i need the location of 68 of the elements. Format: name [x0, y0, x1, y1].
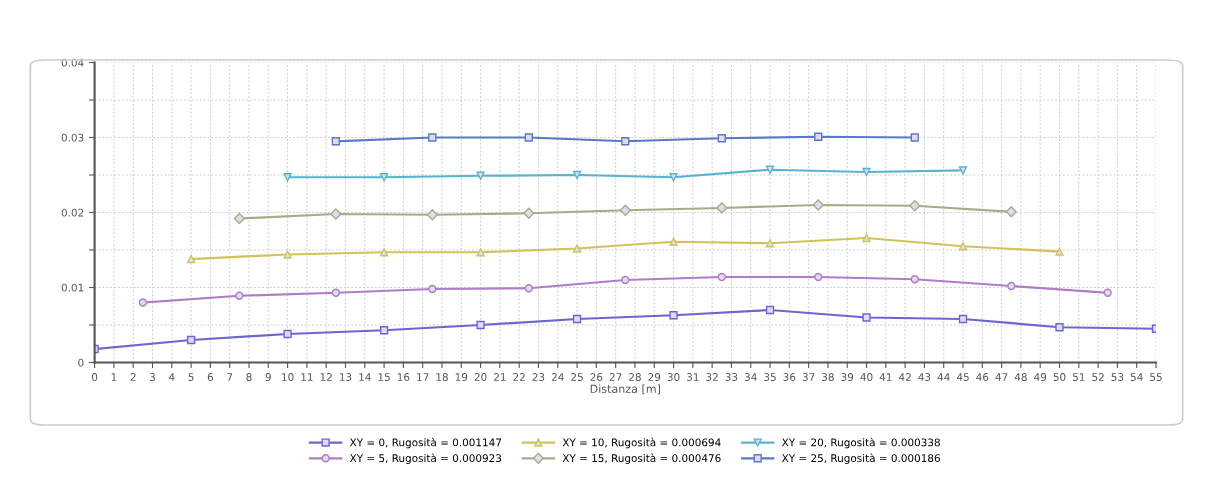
x-tick-label: 19	[455, 373, 468, 381]
x-tick-label: 12	[320, 373, 332, 381]
x-tick-label: 15	[378, 373, 390, 381]
x-tick-label: 29	[648, 373, 661, 381]
x-tick-label: 24	[551, 373, 564, 381]
legend-label: XY = 15, Rugosità = 0.000476	[562, 453, 721, 465]
x-tick-label: 16	[397, 373, 410, 381]
y-tick-label: 0.01	[61, 283, 84, 292]
x-tick-label: 26	[590, 373, 603, 381]
x-tick-label: 45	[956, 373, 969, 381]
x-tick-label: 18	[436, 373, 448, 381]
x-tick-label: 6	[207, 373, 214, 381]
x-tick-label: 55	[1150, 373, 1162, 381]
x-tick-label: 43	[918, 373, 931, 381]
x-tick-label: 34	[744, 373, 757, 381]
x-tick-label: 8	[246, 373, 252, 381]
x-tick-label: 25	[571, 373, 583, 381]
x-tick-label: 0	[91, 373, 98, 381]
x-tick-label: 51	[1072, 373, 1085, 381]
x-tick-label: 31	[687, 373, 699, 381]
x-tick-label: 11	[301, 373, 313, 381]
legend-label: XY = 10, Rugosità = 0.000694	[562, 437, 721, 449]
x-tick-label: 54	[1130, 373, 1143, 381]
x-tick-label: 14	[359, 373, 371, 381]
x-tick-label: 30	[667, 373, 680, 381]
legend-label: XY = 20, Rugosità = 0.000338	[781, 437, 940, 449]
x-tick-label: 50	[1053, 373, 1066, 381]
x-tick-label: 32	[706, 373, 718, 381]
x-tick-label: 35	[764, 373, 776, 381]
x-tick-label: 42	[899, 373, 911, 381]
x-tick-label: 21	[494, 373, 506, 381]
x-tick-label: 49	[1034, 373, 1047, 381]
x-tick-label: 53	[1111, 373, 1124, 381]
x-tick-label: 10	[282, 373, 294, 381]
x-tick-label: 27	[609, 373, 622, 381]
x-tick-label: 23	[532, 373, 545, 381]
x-tick-label: 40	[860, 373, 873, 381]
y-tick-label: 0.02	[61, 208, 84, 217]
x-axis-title: Distanza [m]	[590, 384, 660, 395]
x-tick-label: 13	[340, 373, 352, 381]
x-tick-label: 33	[725, 373, 738, 381]
legend-label: XY = 25, Rugosità = 0.000186	[781, 453, 940, 465]
x-tick-label: 2	[130, 373, 136, 381]
x-tick-label: 41	[879, 373, 892, 381]
x-tick-label: 28	[629, 373, 641, 381]
x-tick-label: 48	[1014, 373, 1027, 381]
x-tick-label: 20	[474, 373, 487, 381]
x-tick-label: 39	[841, 373, 854, 381]
x-tick-label: 37	[802, 373, 815, 381]
x-tick-label: 9	[265, 373, 271, 381]
x-tick-label: 46	[976, 373, 989, 381]
x-tick-label: 7	[227, 373, 233, 381]
x-tick-label: 44	[937, 373, 950, 381]
y-tick-label: 0	[78, 358, 84, 367]
x-tick-label: 3	[149, 373, 155, 381]
x-tick-label: 52	[1092, 373, 1104, 381]
x-tick-label: 17	[417, 373, 429, 381]
y-tick-label: 0.03	[61, 133, 84, 142]
x-tick-label: 47	[995, 373, 1008, 381]
x-tick-label: 5	[188, 373, 194, 381]
legend-label: XY = 0, Rugosità = 0.001147	[349, 437, 502, 449]
x-tick-label: 4	[169, 373, 175, 381]
x-tick-label: 38	[822, 373, 834, 381]
legend-label: XY = 5, Rugosità = 0.000923	[349, 453, 502, 465]
x-tick-label: 36	[783, 373, 796, 381]
x-tick-label: 1	[111, 373, 117, 381]
y-tick-label: 0.04	[61, 58, 84, 67]
x-tick-label: 22	[513, 373, 525, 381]
